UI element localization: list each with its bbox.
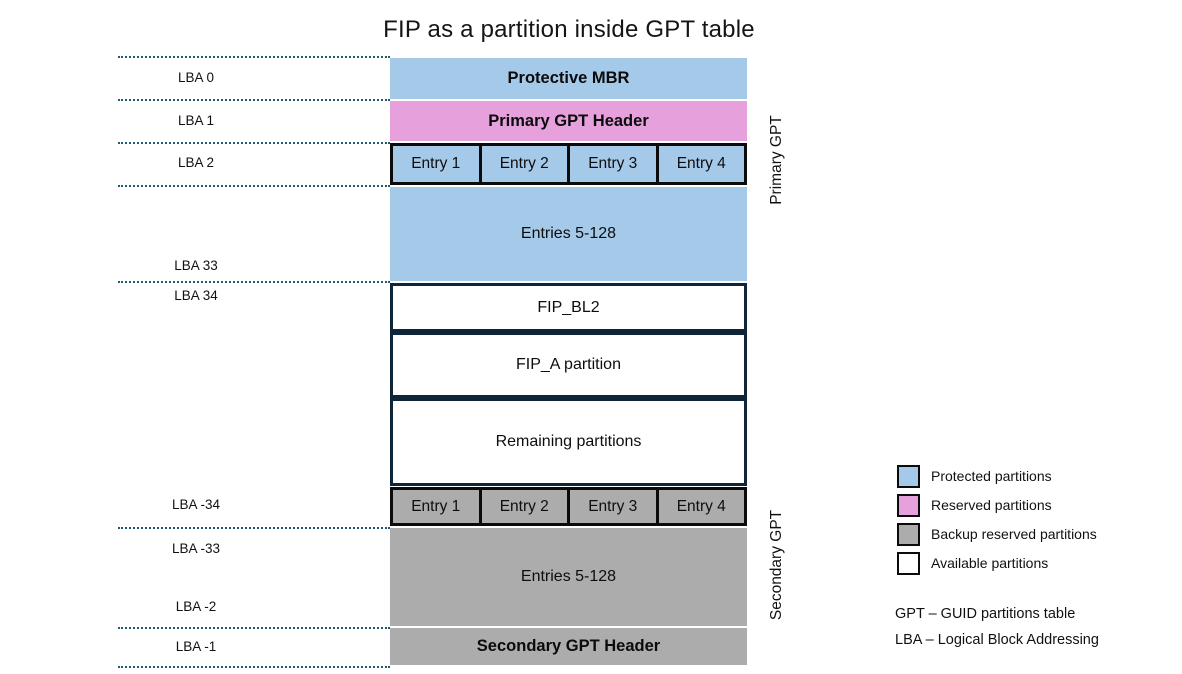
entry-cell: Entry 4 bbox=[655, 490, 745, 523]
lba-label: LBA -1 bbox=[175, 639, 217, 654]
block-label: FIP_BL2 bbox=[537, 298, 600, 316]
legend-item: Available partitions bbox=[897, 551, 1097, 575]
block-label: Protective MBR bbox=[507, 69, 630, 87]
abbreviation-note-lba: LBA – Logical Block Addressing bbox=[895, 632, 1099, 648]
block-label: Entries 5-128 bbox=[520, 225, 617, 242]
block-label: Primary GPT Header bbox=[488, 111, 649, 130]
entry-cell: Entry 2 bbox=[478, 490, 568, 523]
dotted-separator bbox=[118, 56, 390, 58]
legend-item: Reserved partitions bbox=[897, 493, 1097, 517]
entry-cell: Entry 2 bbox=[478, 146, 568, 182]
dotted-separator bbox=[118, 142, 390, 144]
legend-item-label: Available partitions bbox=[931, 555, 1049, 571]
legend: Protected partitions Reserved partitions B… bbox=[897, 464, 1097, 581]
abbreviation-note-gpt: GPT – GUID partitions table bbox=[895, 606, 1076, 622]
block-protective-mbr: Protective MBR bbox=[390, 58, 747, 99]
diagram-title: FIP as a partition inside GPT table bbox=[383, 16, 755, 43]
block-secondary-entries: Entry 1 Entry 2 Entry 3 Entry 4 bbox=[390, 487, 747, 526]
lba-label: LBA 34 bbox=[174, 288, 218, 303]
lba-label: LBA 33 bbox=[174, 258, 218, 273]
block-fip-bl2: FIP_BL2 bbox=[390, 283, 747, 332]
dotted-separator bbox=[118, 99, 390, 101]
block-primary-entries: Entry 1 Entry 2 Entry 3 Entry 4 bbox=[390, 143, 747, 185]
entry-cell: Entry 4 bbox=[655, 146, 745, 182]
lba-label: LBA -2 bbox=[175, 599, 217, 614]
entry-cell: Entry 3 bbox=[567, 146, 656, 182]
lba-label: LBA 2 bbox=[177, 155, 215, 170]
legend-item-label: Reserved partitions bbox=[931, 497, 1052, 513]
block-label: Remaining partitions bbox=[495, 433, 642, 450]
legend-swatch-backup bbox=[897, 522, 920, 546]
entry-cell: Entry 1 bbox=[411, 155, 461, 172]
dotted-separator bbox=[118, 527, 390, 529]
legend-swatch-reserved bbox=[897, 493, 920, 517]
dotted-separator bbox=[118, 627, 390, 629]
primary-gpt-side-label: Primary GPT bbox=[768, 115, 785, 205]
lba-label: LBA 1 bbox=[177, 113, 215, 128]
legend-swatch-available bbox=[897, 551, 920, 575]
secondary-gpt-side-label: Secondary GPT bbox=[768, 509, 785, 621]
abbreviation-notes: GPT – GUID partitions table LBA – Logica… bbox=[895, 601, 1099, 653]
block-label: Entries 5-128 bbox=[520, 568, 617, 585]
dotted-separator bbox=[118, 185, 390, 187]
block-secondary-entries-5-128: Entries 5-128 bbox=[390, 528, 747, 626]
block-primary-gpt-header: Primary GPT Header bbox=[390, 101, 747, 141]
entry-cell: Entry 3 bbox=[567, 490, 656, 523]
block-fip-a-partition: FIP_A partition bbox=[390, 332, 747, 398]
legend-items: Protected partitions Reserved partitions B… bbox=[897, 464, 1097, 575]
entry-cell: Entry 1 bbox=[411, 497, 461, 515]
legend-item-label: Protected partitions bbox=[931, 468, 1052, 484]
lba-label: LBA -33 bbox=[171, 541, 221, 556]
block-secondary-gpt-header: Secondary GPT Header bbox=[390, 628, 747, 665]
block-label: Secondary GPT Header bbox=[476, 637, 661, 655]
legend-item: Backup reserved partitions bbox=[897, 522, 1097, 546]
lba-label: LBA -34 bbox=[171, 497, 221, 512]
dotted-separator bbox=[118, 666, 390, 668]
block-remaining-partitions: Remaining partitions bbox=[390, 398, 747, 486]
block-label: FIP_A partition bbox=[516, 356, 621, 373]
block-primary-entries-5-128: Entries 5-128 bbox=[390, 187, 747, 281]
legend-swatch-protected bbox=[897, 464, 920, 488]
dotted-separator bbox=[118, 281, 390, 283]
legend-item-label: Backup reserved partitions bbox=[931, 526, 1097, 542]
legend-item: Protected partitions bbox=[897, 464, 1097, 488]
lba-label: LBA 0 bbox=[177, 70, 215, 85]
